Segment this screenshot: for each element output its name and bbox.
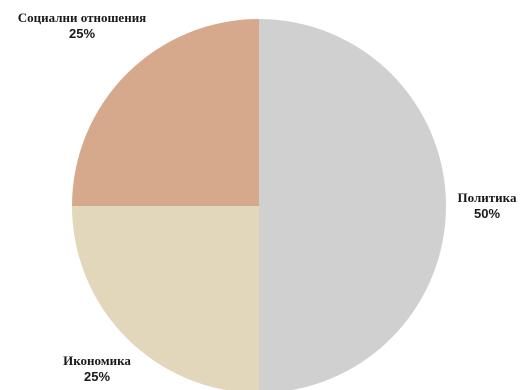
slice-label-1: Икономика <box>63 353 131 368</box>
slice-percent-1: 25% <box>84 369 110 384</box>
pie-slice-0 <box>259 19 446 390</box>
slice-label-2: Социални отношения <box>18 10 146 25</box>
pie-slice-1 <box>72 206 259 390</box>
slice-percent-0: 50% <box>474 206 500 221</box>
pie-slices <box>72 19 446 390</box>
pie-slice-2 <box>72 19 259 206</box>
slice-percent-2: 25% <box>69 26 95 41</box>
slice-label-0: Политика <box>458 190 517 205</box>
